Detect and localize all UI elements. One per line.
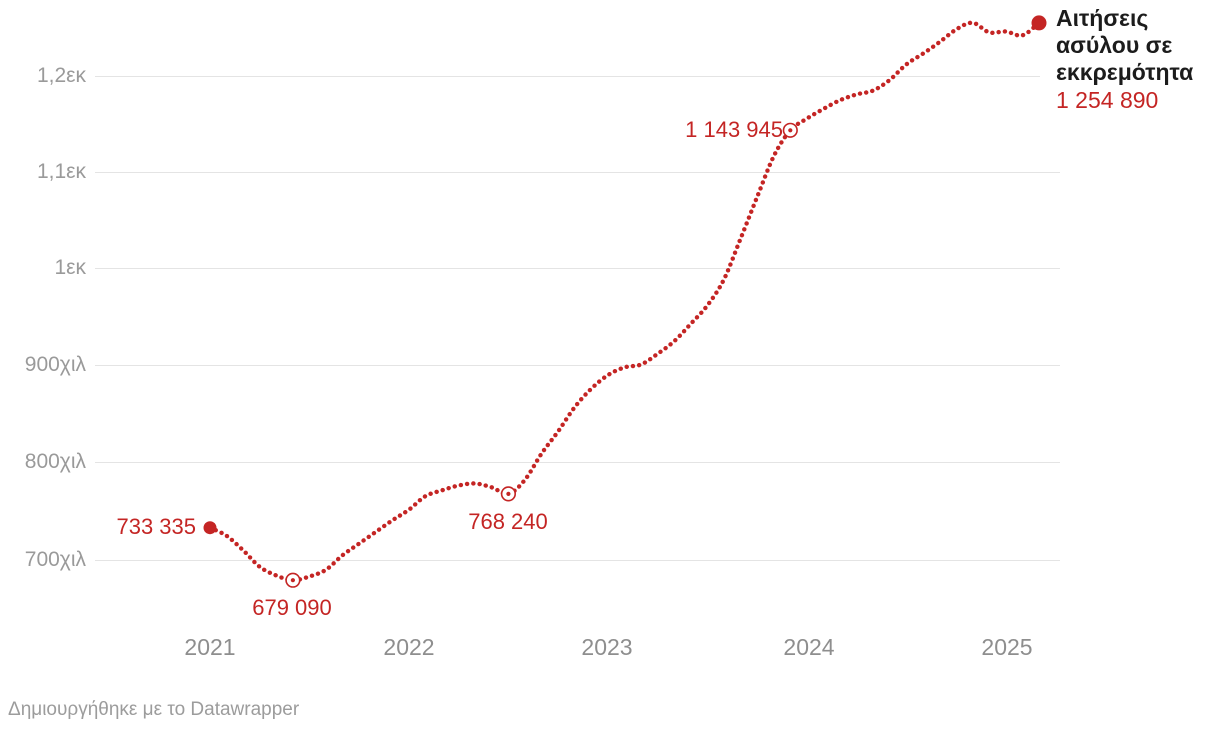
data-point-label: 768 240 bbox=[468, 509, 548, 534]
y-axis-label: 1,2εκ bbox=[36, 64, 86, 87]
y-axis-label: 800χιλ bbox=[24, 450, 86, 473]
x-axis-label: 2024 bbox=[783, 634, 835, 660]
gridline bbox=[95, 76, 1040, 77]
data-point-marker-open bbox=[500, 486, 517, 502]
gridline bbox=[95, 560, 1060, 561]
data-point-marker-open bbox=[782, 122, 798, 138]
y-axis-label: 1,1εκ bbox=[36, 160, 86, 183]
x-axis-label: 2023 bbox=[581, 634, 633, 660]
data-point-label: 1 143 945 bbox=[685, 117, 783, 142]
gridline bbox=[95, 462, 1060, 463]
data-point-marker-open bbox=[285, 572, 301, 588]
x-axis-label: 2025 bbox=[981, 634, 1033, 660]
series-annotation-title: Αιτήσεις ασύλου σε εκκρεμότητα bbox=[1056, 5, 1194, 85]
data-point-marker-filled bbox=[203, 521, 217, 535]
series-annotation: Αιτήσεις ασύλου σε εκκρεμότητα 1 254 890 bbox=[1056, 5, 1220, 114]
gridline bbox=[95, 172, 1060, 173]
data-point-label: 733 335 bbox=[116, 514, 196, 539]
data-point-label: 679 090 bbox=[252, 595, 332, 620]
marker-center-dot bbox=[788, 128, 793, 133]
y-axis-label: 900χιλ bbox=[24, 353, 86, 376]
marker-center-dot bbox=[506, 491, 511, 496]
series-annotation-value: 1 254 890 bbox=[1056, 87, 1159, 113]
marker-center-dot bbox=[290, 578, 295, 583]
data-point-marker-filled bbox=[1031, 15, 1047, 31]
gridline bbox=[95, 365, 1060, 366]
dotted-line-series bbox=[207, 20, 1042, 583]
y-axis-label: 700χιλ bbox=[24, 548, 86, 571]
attribution-text: Δημιουργήθηκε με το Datawrapper bbox=[8, 699, 300, 720]
y-axis-label: 1εκ bbox=[54, 256, 86, 279]
x-axis-label: 2021 bbox=[184, 634, 236, 660]
gridline bbox=[95, 268, 1060, 269]
x-axis-label: 2022 bbox=[383, 634, 435, 660]
